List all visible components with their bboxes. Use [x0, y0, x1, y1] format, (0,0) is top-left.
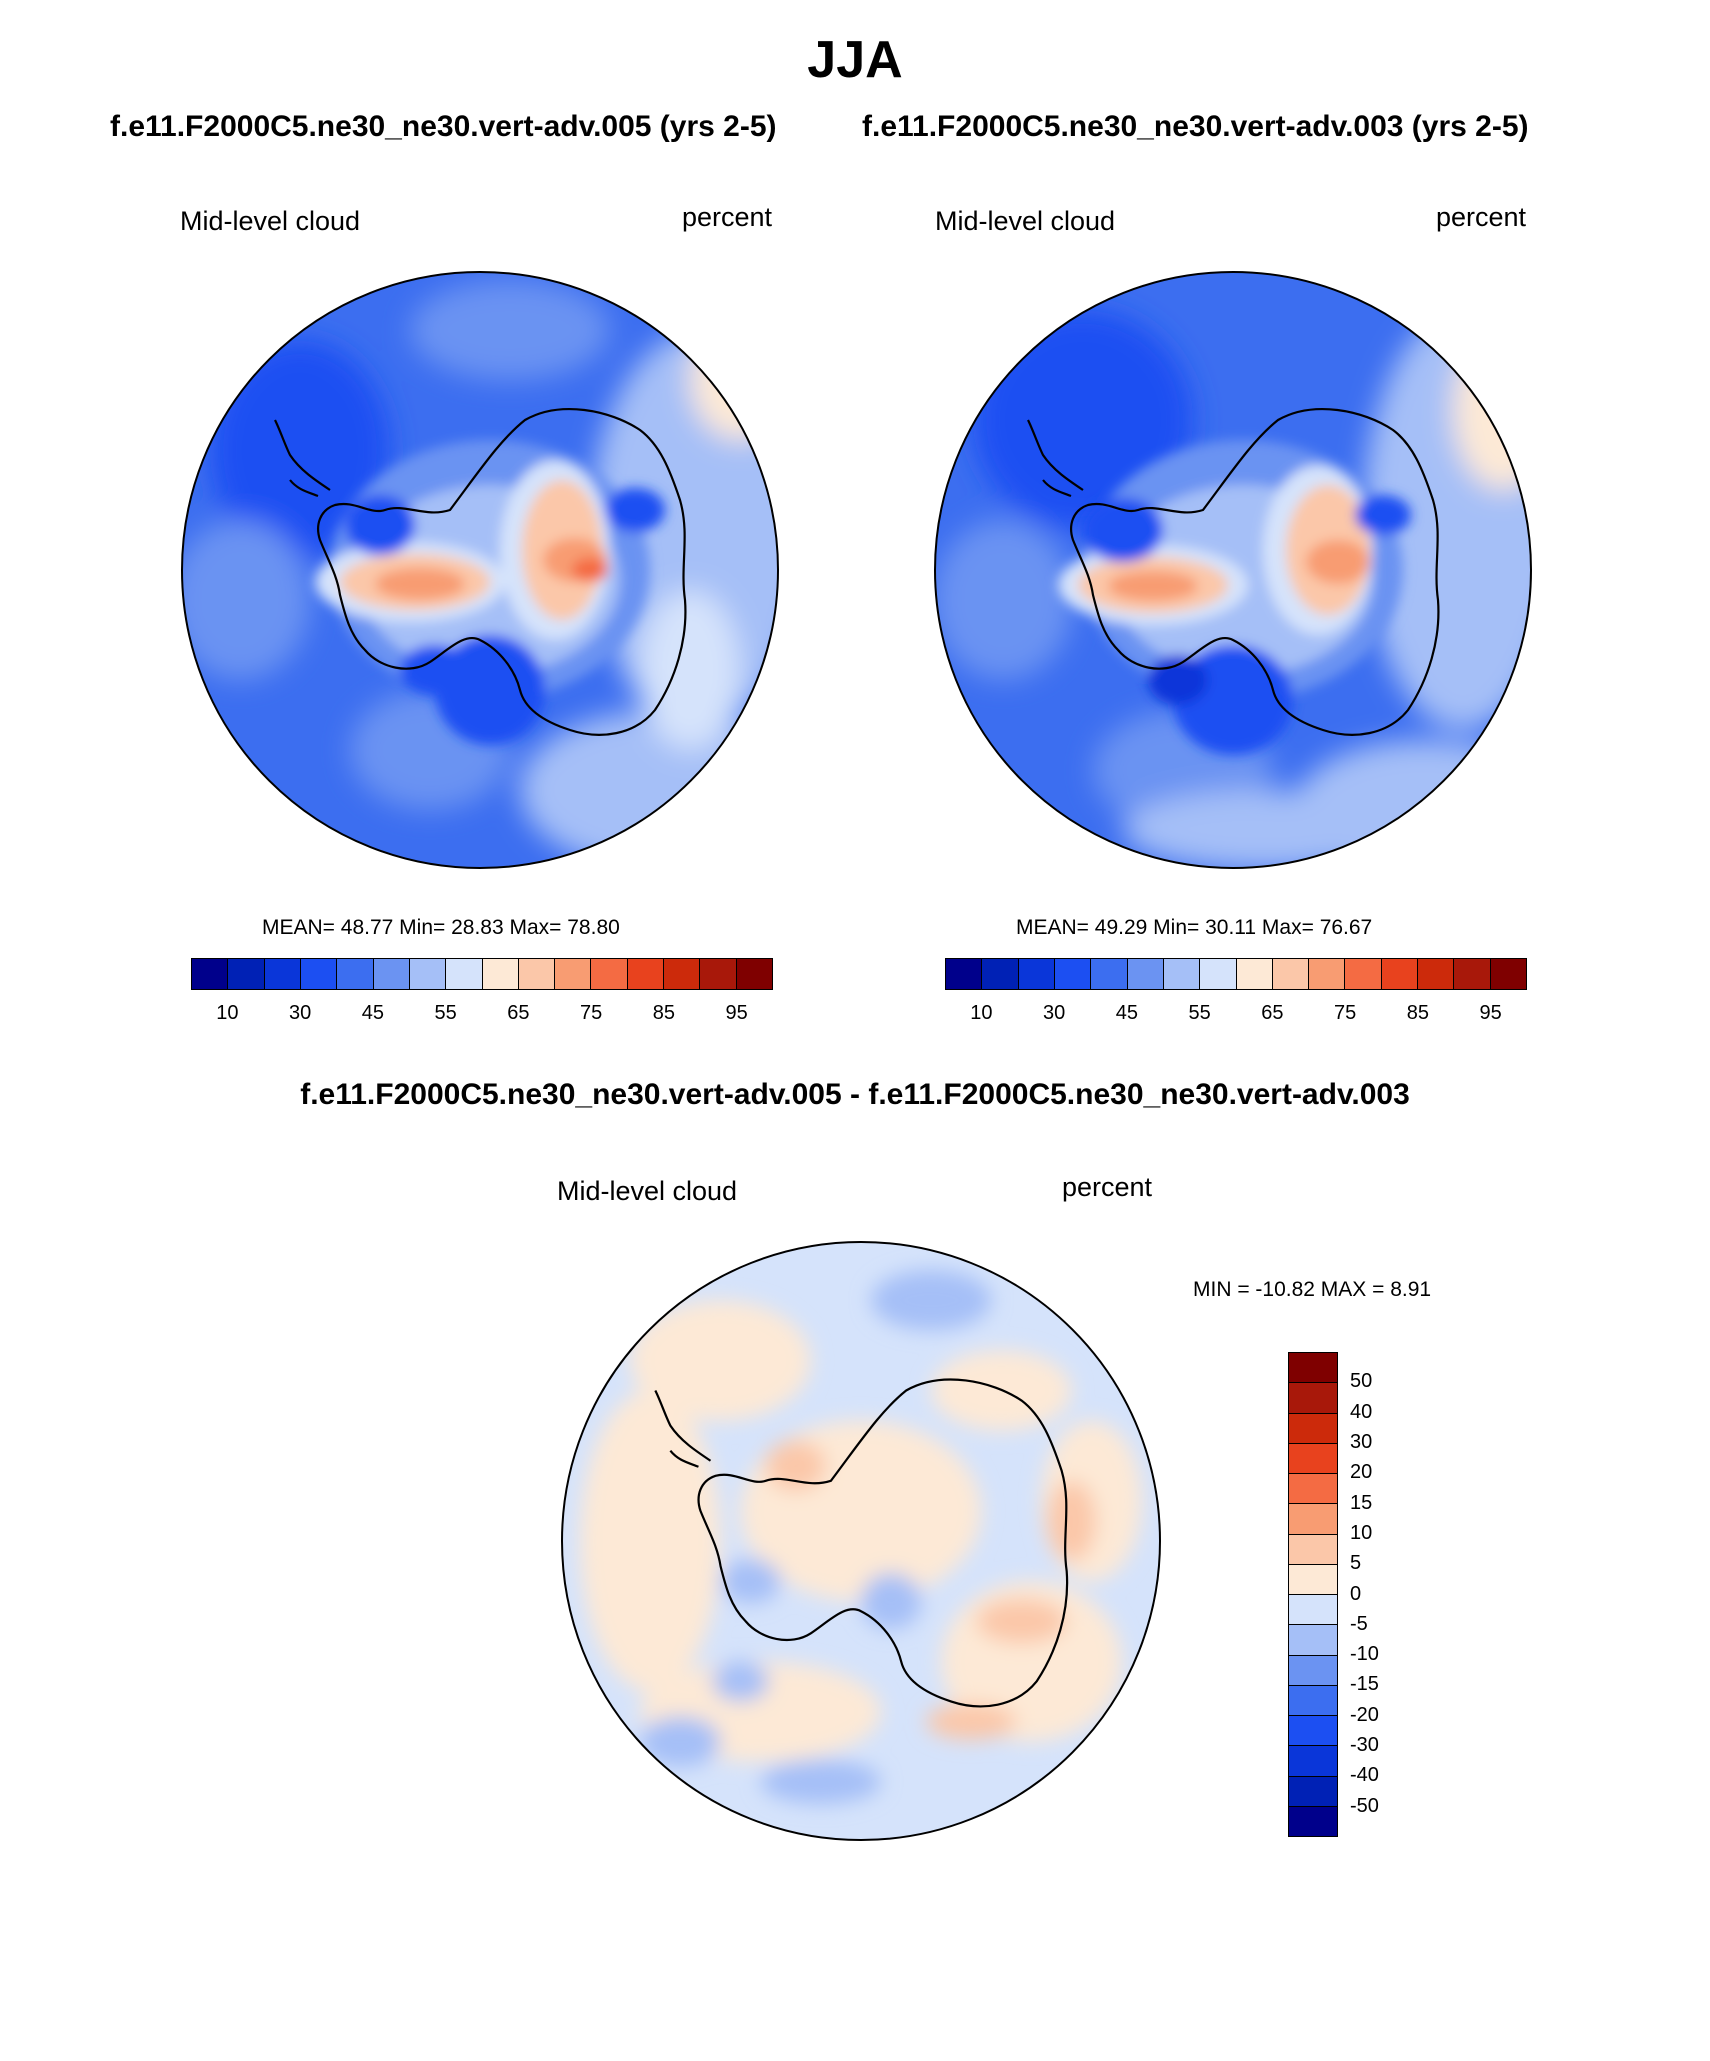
left-polar-map: [181, 271, 779, 869]
colorbar-swatch: [1272, 959, 1310, 989]
colorbar-swatch: [264, 959, 301, 989]
colorbar-swatch: [736, 959, 772, 989]
colorbar-swatch: [1418, 959, 1455, 989]
right-variable-label: Mid-level cloud: [935, 206, 1116, 236]
colorbar-swatch: [1289, 1595, 1337, 1626]
colorbar-tick-label: -40: [1350, 1764, 1379, 1787]
colorbar-swatch: [1289, 1474, 1337, 1505]
left-units-label: percent: [682, 202, 773, 232]
difference-title: f.e11.F2000C5.ne30_ne30.vert-adv.005 - f…: [300, 1078, 1410, 1111]
colorbar-swatch: [1345, 959, 1382, 989]
colorbar-swatch: [1289, 1443, 1337, 1474]
colorbar-tick-label: 5: [1350, 1552, 1362, 1575]
colorbar-swatch: [1091, 959, 1128, 989]
colorbar-tick-label: -20: [1350, 1703, 1379, 1726]
colorbar-swatch: [1200, 959, 1237, 989]
colorbar-swatch: [1127, 959, 1164, 989]
colorbar-swatch: [627, 959, 665, 989]
colorbar-tick-label: 95: [1479, 1002, 1502, 1024]
colorbar-swatch: [1054, 959, 1092, 989]
colorbar-tick-label: 30: [1043, 1002, 1066, 1024]
colorbar-swatch: [1289, 1383, 1337, 1414]
colorbar-swatch: [1289, 1746, 1337, 1777]
case-right-title: f.e11.F2000C5.ne30_ne30.vert-adv.003 (yr…: [862, 110, 1529, 143]
colorbar-tick-label: 30: [1350, 1430, 1373, 1453]
colorbar-swatch: [700, 959, 737, 989]
right-colorbar: [945, 958, 1527, 990]
colorbar-swatch: [1289, 1806, 1337, 1836]
colorbar-tick-label: 55: [1188, 1002, 1211, 1024]
colorbar-tick-label: -30: [1350, 1734, 1379, 1757]
colorbar-tick-label: 0: [1350, 1582, 1362, 1605]
colorbar-swatch: [300, 959, 338, 989]
colorbar-tick-label: 95: [725, 1002, 748, 1024]
colorbar-swatch: [373, 959, 410, 989]
colorbar-swatch: [409, 959, 447, 989]
colorbar-tick-label: 45: [1115, 1002, 1138, 1024]
left-colorbar: [191, 958, 773, 990]
colorbar-swatch: [946, 959, 983, 989]
colorbar-swatch: [1454, 959, 1491, 989]
colorbar-swatch: [1289, 1655, 1337, 1686]
colorbar-tick-label: -50: [1350, 1794, 1379, 1817]
colorbar-swatch: [337, 959, 374, 989]
colorbar-swatch: [1490, 959, 1526, 989]
diff-variable-label: Mid-level cloud: [557, 1176, 738, 1206]
colorbar-swatch: [1309, 959, 1346, 989]
colorbar-tick-label: 75: [1334, 1002, 1357, 1024]
figure-title: JJA: [807, 31, 903, 89]
colorbar-swatch: [1289, 1776, 1337, 1807]
colorbar-tick-label: 75: [580, 1002, 603, 1024]
right-polar-map: [934, 271, 1532, 869]
colorbar-tick-label: -15: [1350, 1673, 1379, 1696]
colorbar-tick-label: 65: [1261, 1002, 1284, 1024]
colorbar-tick-label: 10: [970, 1002, 993, 1024]
difference-polar-map: [561, 1241, 1161, 1841]
colorbar-tick-label: 20: [1350, 1461, 1373, 1484]
colorbar-swatch: [1289, 1625, 1337, 1656]
colorbar-tick-label: 30: [289, 1002, 312, 1024]
colorbar-tick-label: 85: [1406, 1002, 1429, 1024]
colorbar-swatch: [1236, 959, 1273, 989]
case-left-title: f.e11.F2000C5.ne30_ne30.vert-adv.005 (yr…: [110, 110, 777, 143]
diff-colorbar: [1288, 1352, 1338, 1837]
colorbar-swatch: [1381, 959, 1419, 989]
colorbar-swatch: [664, 959, 701, 989]
left-stats: MEAN= 48.77 Min= 28.83 Max= 78.80: [262, 916, 620, 939]
colorbar-tick-label: 10: [216, 1002, 239, 1024]
right-stats: MEAN= 49.29 Min= 30.11 Max= 76.67: [1016, 916, 1373, 939]
colorbar-swatch: [591, 959, 628, 989]
right-units-label: percent: [1436, 202, 1527, 232]
colorbar-tick-label: -5: [1350, 1612, 1368, 1635]
colorbar-tick-label: 40: [1350, 1400, 1373, 1423]
colorbar-swatch: [446, 959, 483, 989]
colorbar-tick-label: 55: [434, 1002, 457, 1024]
colorbar-tick-label: 10: [1350, 1521, 1373, 1544]
diff-units-label: percent: [1062, 1172, 1153, 1202]
colorbar-swatch: [982, 959, 1019, 989]
colorbar-swatch: [192, 959, 229, 989]
colorbar-tick-label: 50: [1350, 1370, 1373, 1393]
colorbar-tick-label: 45: [361, 1002, 384, 1024]
colorbar-tick-label: 65: [507, 1002, 530, 1024]
colorbar-swatch: [1289, 1685, 1337, 1716]
colorbar-swatch: [228, 959, 265, 989]
colorbar-tick-label: 15: [1350, 1491, 1373, 1514]
colorbar-tick-label: -10: [1350, 1643, 1379, 1666]
colorbar-swatch: [1289, 1353, 1337, 1384]
colorbar-swatch: [482, 959, 519, 989]
colorbar-swatch: [1289, 1564, 1337, 1595]
colorbar-tick-label: 85: [652, 1002, 675, 1024]
colorbar-swatch: [518, 959, 556, 989]
colorbar-swatch: [1289, 1413, 1337, 1444]
colorbar-swatch: [1289, 1716, 1337, 1747]
colorbar-swatch: [555, 959, 592, 989]
diff-stats: MIN = -10.82 MAX = 8.91: [1193, 1278, 1432, 1301]
left-variable-label: Mid-level cloud: [180, 206, 361, 236]
colorbar-swatch: [1163, 959, 1201, 989]
colorbar-swatch: [1289, 1504, 1337, 1535]
colorbar-swatch: [1289, 1534, 1337, 1565]
colorbar-swatch: [1018, 959, 1055, 989]
